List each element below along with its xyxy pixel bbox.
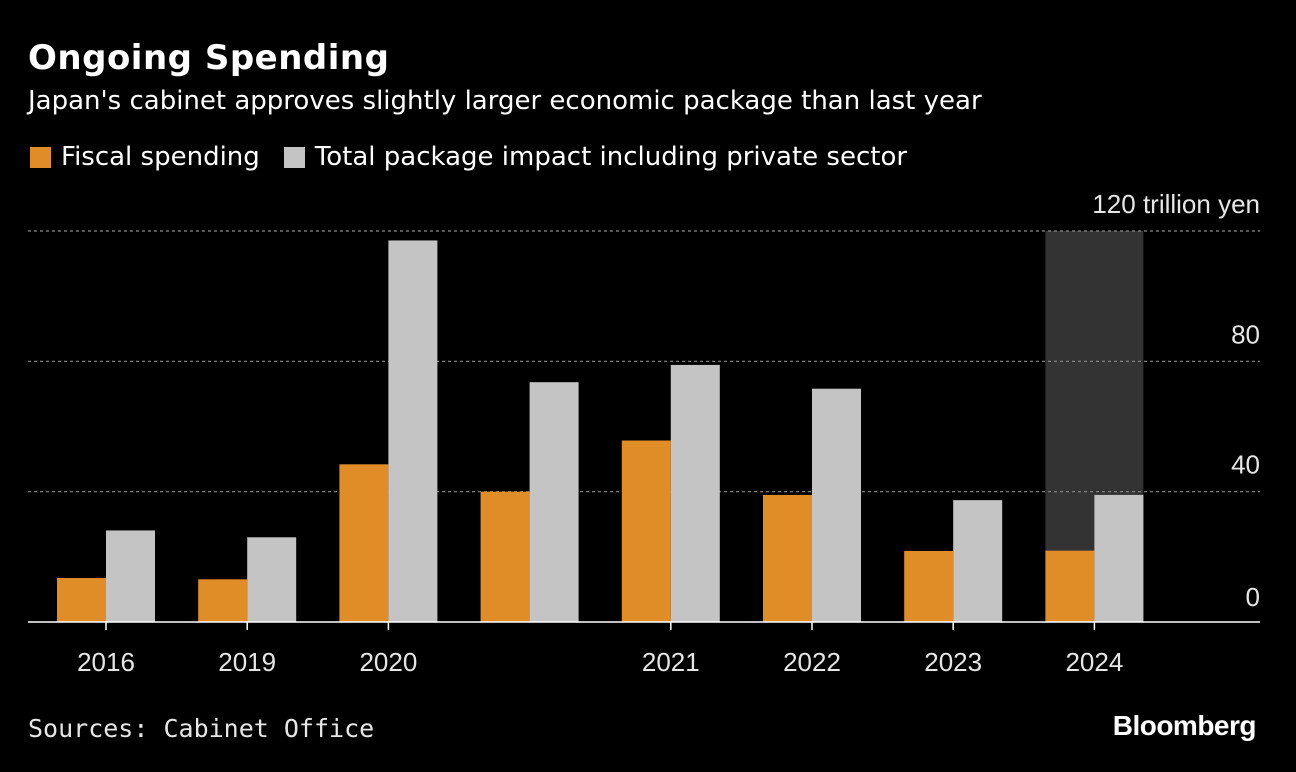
legend-item-total: Total package impact including private s…	[283, 142, 908, 172]
y-tick-label-120: 120 trillion yen	[1092, 189, 1260, 219]
x-tick-label-2022: 2022	[783, 647, 841, 677]
source-note: Sources: Cabinet Office	[28, 714, 375, 743]
x-tick-label-2020: 2020	[359, 647, 417, 677]
bar-total-unlabeled-3	[529, 382, 579, 622]
bar-total-2021	[670, 364, 720, 622]
brand-logo: Bloomberg	[1112, 710, 1257, 741]
y-tick-label-0: 0	[1246, 582, 1260, 612]
x-tick-label-2021: 2021	[642, 647, 700, 677]
legend: Fiscal spending Total package impact inc…	[30, 142, 931, 172]
x-tick-label-2024: 2024	[1065, 647, 1123, 677]
bar-fiscal-2019	[198, 579, 248, 622]
chart-title: Ongoing Spending	[28, 38, 390, 78]
legend-swatch-fiscal	[30, 146, 51, 168]
bar-fiscal-unlabeled-3	[480, 491, 530, 622]
bar-fiscal-2020	[339, 464, 389, 622]
legend-swatch-total	[283, 146, 305, 168]
legend-item-fiscal: Fiscal spending	[30, 142, 260, 172]
x-tick-label-2023: 2023	[924, 647, 982, 677]
bar-fiscal-2021	[621, 440, 671, 622]
bar-fiscal-2023	[904, 550, 954, 622]
bar-fiscal-2016	[57, 578, 106, 622]
y-tick-label-80: 80	[1231, 319, 1260, 349]
bar-total-2022	[812, 388, 861, 622]
legend-label-total: Total package impact including private s…	[314, 142, 908, 172]
bar-fiscal-2024	[1045, 550, 1095, 622]
chart-subtitle: Japan's cabinet approves slightly larger…	[28, 86, 982, 116]
bar-total-2016	[106, 530, 155, 622]
y-tick-label-40: 40	[1231, 450, 1260, 480]
bar-total-2019	[247, 537, 297, 622]
bar-total-2023	[953, 500, 1003, 622]
bar-total-2024	[1094, 494, 1144, 622]
legend-label-fiscal: Fiscal spending	[61, 142, 260, 172]
x-tick-label-2016: 2016	[77, 647, 135, 677]
bar-fiscal-2022	[763, 494, 812, 622]
bar-total-2020	[388, 240, 438, 623]
x-tick-label-2019: 2019	[218, 647, 276, 677]
